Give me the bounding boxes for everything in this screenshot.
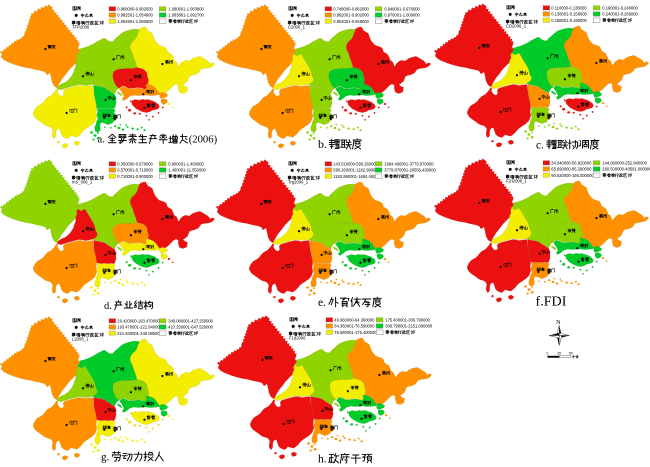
svg-text:49.960000-64.360000: 49.960000-64.360000 — [334, 317, 375, 322]
svg-text:0.350000-0.570000: 0.350000-0.570000 — [117, 161, 153, 166]
svg-text:1182.990001-1684.460000: 1182.990001-1684.460000 — [333, 174, 383, 179]
svg-text:590.260001-1182.990000: 590.260001-1182.990000 — [333, 168, 380, 173]
svg-text:L2006_1: L2006_1 — [72, 336, 89, 341]
svg-text:e.: e. — [318, 297, 326, 309]
svg-text:b.: b. — [318, 137, 327, 151]
svg-text:d.: d. — [104, 301, 112, 312]
svg-text:1.080601-1.083800: 1.080601-1.083800 — [168, 6, 204, 11]
svg-text:64.360001-76.590000: 64.360001-76.590000 — [334, 324, 375, 329]
svg-text:(2006): (2006) — [189, 134, 218, 146]
svg-text:C2006_1: C2006_1 — [288, 24, 306, 29]
svg-text:221.940001-340.080000: 221.940001-340.080000 — [117, 331, 162, 336]
svg-text:TFP2006: TFP2006 — [72, 24, 90, 29]
svg-text:1.083801-1.092700: 1.083801-1.092700 — [168, 13, 204, 18]
svg-text:0.902001-0.948000: 0.902001-0.948000 — [333, 19, 369, 24]
svg-text:260.500000-40591.000000: 260.500000-40591.000000 — [602, 167, 650, 172]
svg-text:306.790001-2151.000000: 306.790001-2151.000000 — [385, 324, 433, 329]
svg-text:0.748000-0.862000: 0.748000-0.862000 — [333, 6, 369, 11]
svg-text:a.: a. — [98, 134, 105, 146]
svg-text:0.710001-0.900000: 0.710001-0.900000 — [117, 174, 153, 179]
svg-text:0.570001-0.710000: 0.570001-0.710000 — [117, 168, 153, 173]
svg-text:143.510000-590.260000: 143.510000-590.260000 — [333, 161, 378, 166]
svg-text:0.968000-0.982500: 0.968000-0.982500 — [117, 6, 153, 11]
svg-text:0.158001-0.190000: 0.158001-0.190000 — [551, 18, 587, 23]
svg-text:0.982501-1.054900: 0.982501-1.054900 — [117, 13, 153, 18]
svg-text:FDI2006_1: FDI2006_1 — [506, 178, 527, 183]
svg-text:InS_006_1: InS_006_1 — [72, 179, 93, 184]
svg-text:26.420000-193.470000: 26.420000-193.470000 — [117, 318, 160, 323]
svg-text:0.948001-0.976000: 0.948001-0.976000 — [384, 6, 420, 11]
svg-text:65.690000-85.290000: 65.690000-85.290000 — [551, 167, 592, 172]
svg-text:Trg2006_1: Trg2006_1 — [288, 179, 309, 184]
svg-text:c.: c. — [536, 139, 544, 151]
svg-text:340.080001-427.250000: 340.080001-427.250000 — [168, 318, 213, 323]
svg-text:90.620000-156.000000: 90.620000-156.000000 — [551, 173, 594, 178]
svg-text:193.470001-221.940000: 193.470001-221.940000 — [117, 325, 162, 330]
svg-text:F1d2006: F1d2006 — [289, 335, 306, 340]
svg-text:34.040000-56.820000: 34.040000-56.820000 — [551, 160, 592, 165]
svg-text:3779.870001-26556.430000: 3779.870001-26556.430000 — [384, 168, 436, 173]
svg-text:0.900001-1.460000: 0.900001-1.460000 — [168, 161, 204, 166]
svg-text:0.862001-0.902000: 0.862001-0.902000 — [333, 13, 369, 18]
svg-text:0.110000-0.138000: 0.110000-0.138000 — [551, 5, 587, 10]
svg-text:N: N — [556, 319, 561, 326]
svg-text:g.: g. — [101, 451, 110, 463]
svg-text:25: 25 — [557, 351, 561, 355]
svg-text:0.138001-0.158000: 0.138001-0.158000 — [551, 12, 587, 17]
svg-text:175.400001-306.790000: 175.400001-306.790000 — [385, 317, 430, 322]
svg-text:CD2006_1: CD2006_1 — [506, 23, 527, 28]
svg-text:1684.460001-3779.870000: 1684.460001-3779.870000 — [384, 161, 434, 166]
svg-text:427.250001-647.520000: 427.250001-647.520000 — [168, 325, 213, 330]
svg-text:1.054901-1.080600: 1.054901-1.080600 — [117, 19, 153, 24]
svg-text:1.460001-11.550000: 1.460001-11.550000 — [168, 168, 206, 173]
svg-text:0: 0 — [547, 351, 549, 355]
svg-text:76.590001-175.400000: 76.590001-175.400000 — [334, 330, 377, 335]
svg-text:144.060000-252.940000: 144.060000-252.940000 — [602, 160, 647, 165]
svg-text:h.: h. — [318, 453, 327, 466]
svg-text:50: 50 — [569, 351, 573, 355]
svg-text:0.976001-1.000000: 0.976001-1.000000 — [384, 13, 420, 18]
svg-text:0.240001-0.266000: 0.240001-0.266000 — [602, 12, 638, 17]
svg-text:f.FDI: f.FDI — [536, 293, 567, 309]
svg-text:0.190001-0.240000: 0.190001-0.240000 — [602, 5, 638, 10]
